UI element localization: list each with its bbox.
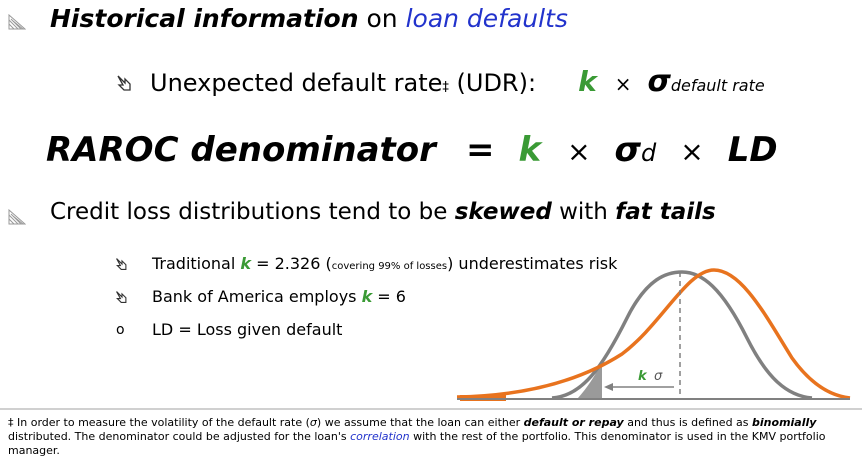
footnote-divider [0,408,862,410]
item-text: Traditional [152,254,241,273]
pointing-hand-icon [117,75,131,91]
historical-information-text: Historical information [50,4,359,33]
credit-loss-text: Credit loss distributions tend to be [50,199,455,225]
formula-times-1: × [567,135,591,168]
loss-distribution-diagram: k σ [456,268,851,401]
on-text: on [358,4,406,33]
hatched-bullet-icon [8,14,26,30]
pointing-hand-icon [116,291,127,303]
item-k: k [361,287,373,306]
footnote-text: and thus is defined as [623,416,753,429]
formula-sigma: σ [614,130,642,170]
item-note: covering 99% of losses [331,261,448,272]
footnote-text: ‡ In order to measure the volatility of … [8,416,310,429]
item-text: = 2.326 ( [251,254,332,273]
footnote-sigma: σ [309,416,317,429]
raroc-denominator-text: RAROC denominator [46,130,436,170]
footnote-text: ) we assume that the loan can either [316,416,524,429]
heading-historical: Historical information on loan defaults [50,4,568,33]
list-item-traditional: Traditional k = 2.326 ( covering 99% of … [152,254,617,273]
formula-times-2: × [680,135,704,168]
list-item-bank-of-america: Bank of America employs k = 6 [152,287,406,306]
fat-tails-text: fat tails [615,199,716,225]
item-k: k [240,254,252,273]
footnote-binomially: binomially [752,416,817,429]
arrow-head-icon [604,383,613,391]
footnote-correlation: correlation [350,430,410,443]
skewed-curve [456,268,851,400]
footnote-text: distributed. The denominator could be ad… [8,430,351,443]
skewed-text: skewed [454,199,552,225]
udr-k: k [578,65,597,98]
udr-sigma: σ [647,64,671,99]
footnote: ‡ In order to measure the volatility of … [8,416,853,458]
gray-tail-fill [578,362,602,398]
with-text: with [551,199,616,225]
diagram-sigma-label: σ [654,369,663,384]
formula-k: k [518,130,542,170]
footnote-default-or-repay: default or repay [523,416,624,429]
raroc-formula: RAROC denominator = k × σ d × LD [46,130,778,170]
item-text: = 6 [372,287,406,306]
footnote-text: with the rest of the portfolio. This den… [8,430,826,457]
formula-ld: LD [727,130,778,170]
item-text: ) underestimates risk [447,254,618,273]
dagger-mark: ‡ [442,80,449,95]
udr-text: Unexpected default rate [150,69,443,97]
pointing-hand-icon [116,258,127,270]
list-item-ld: LD = Loss given default [152,320,343,339]
hatched-bullet-icon [8,209,26,225]
circle-bullet-icon: o [116,322,125,338]
udr-paren: (UDR): [448,69,537,97]
diagram-k-label: k [638,369,648,384]
formula-equals: = [465,130,495,170]
formula-sigma-sub: d [641,139,657,167]
udr-sigma-sub: default rate [670,76,765,95]
item-text: Bank of America employs [152,287,362,306]
normal-curve [551,270,813,400]
udr-line: Unexpected default rate ‡ (UDR): k × σ d… [150,64,765,99]
loan-defaults-text: loan defaults [405,4,568,33]
udr-times: × [614,72,632,96]
heading-credit-loss: Credit loss distributions tend to be ske… [50,199,716,225]
